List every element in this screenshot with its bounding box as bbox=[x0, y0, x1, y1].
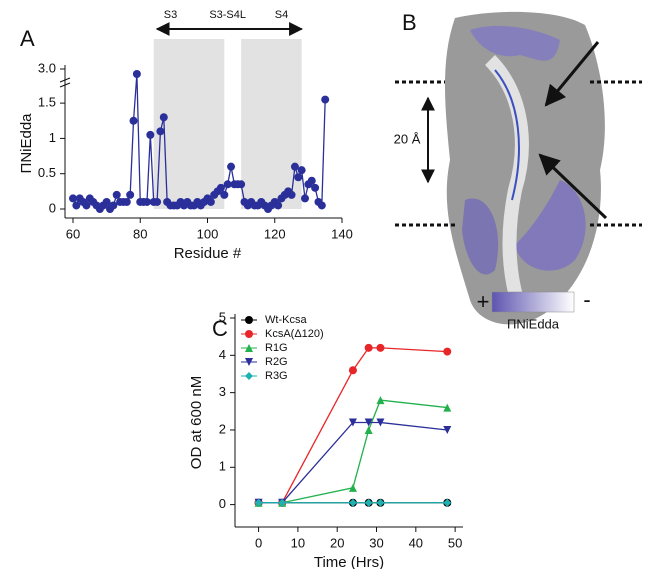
panel-label: A bbox=[20, 26, 35, 51]
marker bbox=[321, 96, 329, 104]
marker bbox=[160, 113, 168, 121]
x-tick-label: 20 bbox=[330, 535, 344, 550]
y-tick-label: 4 bbox=[219, 347, 226, 362]
figure: A B C 20 Å + - ΠNiEdda S3S3-S4LS46080100… bbox=[0, 0, 646, 569]
x-tick-label: 140 bbox=[331, 226, 353, 241]
legend-label: KcsA(Δ120) bbox=[265, 328, 324, 340]
marker bbox=[156, 127, 164, 135]
y-tick-label: 1.5 bbox=[38, 95, 56, 110]
scale-plus: + bbox=[477, 289, 490, 314]
y-tick-label: 0.5 bbox=[38, 165, 56, 180]
annotation: S4 bbox=[275, 9, 288, 21]
x-axis-label: Residue # bbox=[174, 245, 242, 262]
y-tick-label: 5 bbox=[219, 309, 226, 324]
x-tick-label: 100 bbox=[197, 226, 219, 241]
marker bbox=[298, 166, 306, 174]
marker bbox=[123, 198, 131, 206]
y-tick-label: 2 bbox=[219, 421, 226, 436]
legend-marker bbox=[245, 316, 253, 324]
y-tick-label: 1 bbox=[49, 130, 56, 145]
marker bbox=[227, 163, 235, 171]
scale-label: ΠNiEdda bbox=[507, 316, 560, 331]
marker bbox=[365, 344, 373, 352]
marker bbox=[274, 201, 282, 209]
x-tick-label: 50 bbox=[448, 535, 462, 550]
marker bbox=[237, 180, 245, 188]
x-axis-label: Time (Hrs) bbox=[314, 554, 384, 569]
marker bbox=[308, 177, 316, 185]
y-tick-label: 3.0 bbox=[38, 60, 56, 75]
marker bbox=[153, 198, 161, 206]
marker bbox=[130, 117, 138, 125]
marker bbox=[349, 366, 357, 374]
y-axis-label: ΠNiEdda bbox=[18, 113, 35, 174]
marker bbox=[146, 131, 154, 139]
x-tick-label: 0 bbox=[255, 535, 262, 550]
legend-label: R3G bbox=[265, 370, 288, 382]
annotation: S3 bbox=[164, 9, 177, 21]
marker bbox=[113, 191, 121, 199]
marker bbox=[365, 426, 373, 434]
marker bbox=[294, 173, 302, 181]
marker bbox=[443, 348, 451, 356]
marker bbox=[207, 198, 215, 206]
y-tick-label: 0 bbox=[49, 200, 56, 215]
marker bbox=[126, 191, 134, 199]
y-tick-label: 3 bbox=[219, 384, 226, 399]
x-tick-label: 80 bbox=[133, 226, 147, 241]
legend-marker bbox=[245, 372, 253, 380]
marker bbox=[376, 344, 384, 352]
legend-marker bbox=[245, 330, 253, 338]
x-tick-label: 40 bbox=[409, 535, 423, 550]
legend-label: R2G bbox=[265, 356, 288, 368]
legend-label: R1G bbox=[265, 342, 288, 354]
panel-label: B bbox=[402, 10, 417, 35]
marker bbox=[288, 191, 296, 199]
x-tick-label: 60 bbox=[66, 226, 80, 241]
x-tick-label: 30 bbox=[369, 535, 383, 550]
x-tick-label: 120 bbox=[264, 226, 286, 241]
structure-illustration bbox=[395, 12, 642, 325]
distance-label: 20 Å bbox=[394, 131, 421, 146]
scale-minus: - bbox=[583, 287, 590, 312]
x-tick-label: 10 bbox=[291, 535, 305, 550]
marker bbox=[301, 194, 309, 202]
marker bbox=[318, 201, 326, 209]
annotation: S3-S4L bbox=[209, 9, 246, 21]
marker bbox=[133, 70, 141, 78]
y-tick-label: 0 bbox=[219, 496, 226, 511]
marker bbox=[311, 184, 319, 192]
y-tick-label: 1 bbox=[219, 459, 226, 474]
marker bbox=[220, 191, 228, 199]
legend-label: Wt-Kcsa bbox=[265, 314, 307, 326]
y-axis-label: OD at 600 nM bbox=[188, 376, 205, 469]
